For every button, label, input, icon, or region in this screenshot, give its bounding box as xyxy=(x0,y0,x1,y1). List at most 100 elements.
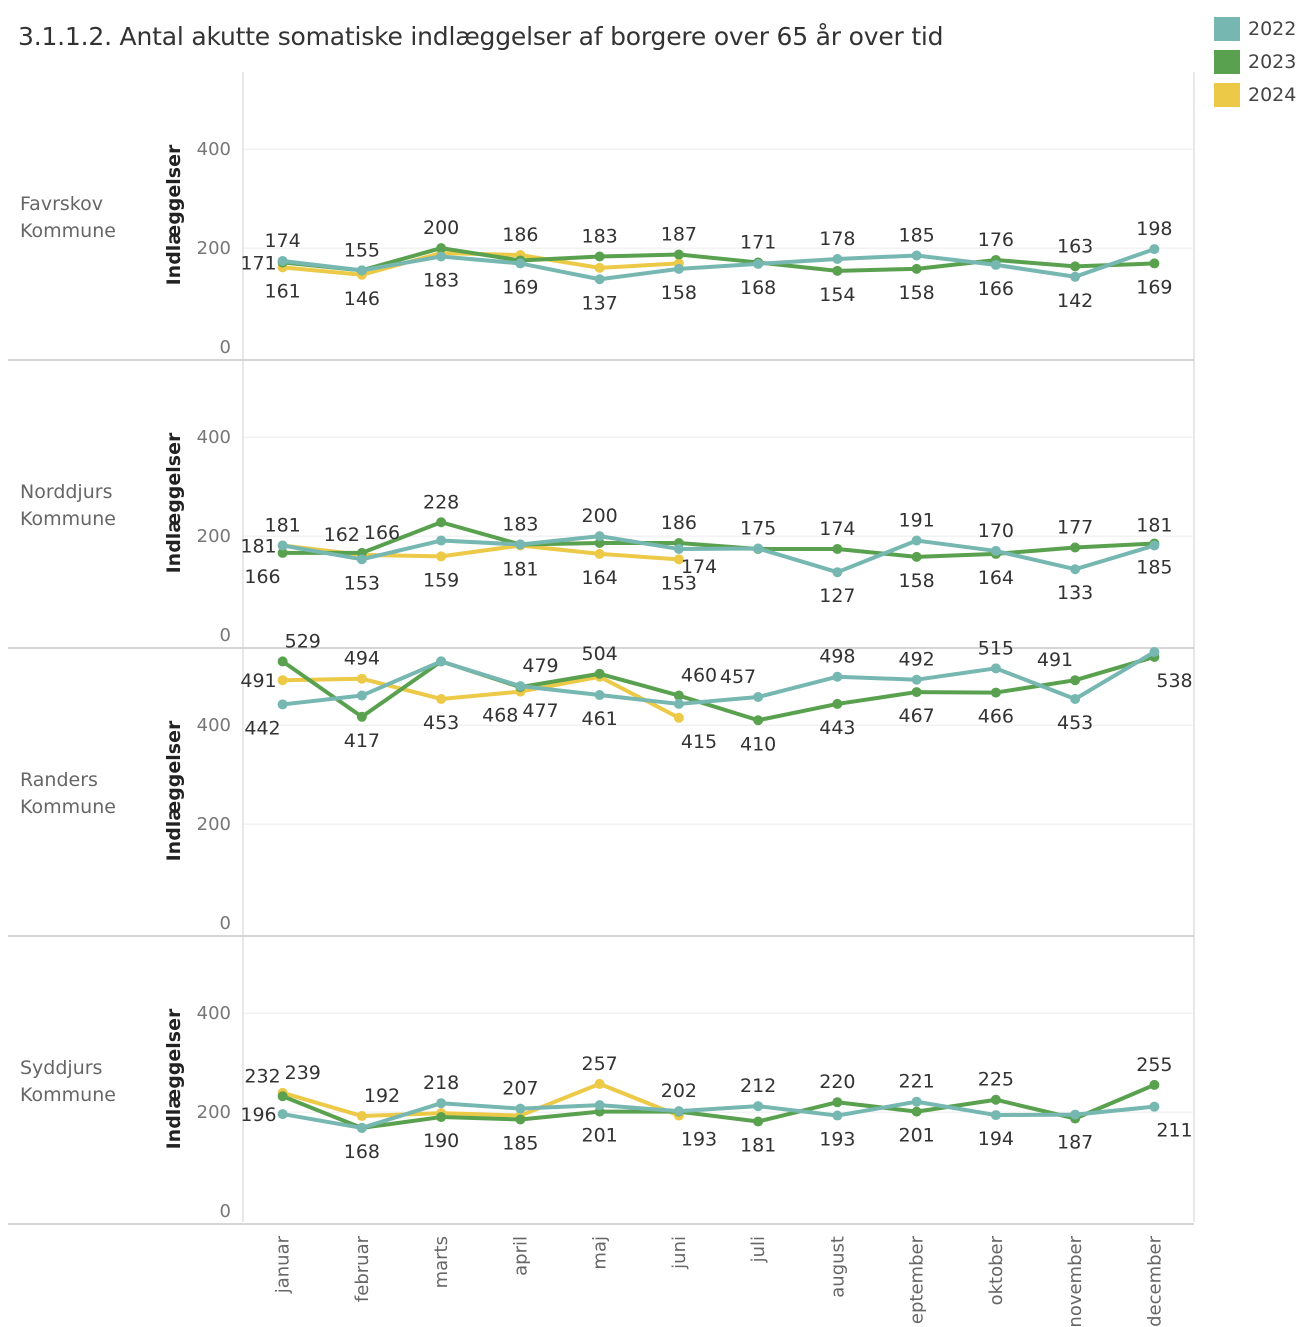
data-point-2022 xyxy=(911,535,922,546)
data-label: 466 xyxy=(978,706,1014,728)
data-point-2023 xyxy=(753,715,764,726)
data-point-2022 xyxy=(436,535,447,546)
data-point-2024 xyxy=(594,548,605,559)
legend-item-2024[interactable]: 2024 xyxy=(1214,78,1296,111)
data-label: 504 xyxy=(581,643,617,665)
data-label: 187 xyxy=(661,224,697,246)
data-point-2022 xyxy=(277,255,288,266)
data-label: 171 xyxy=(740,231,776,253)
data-label: 494 xyxy=(344,648,380,670)
data-point-2024 xyxy=(594,262,605,273)
data-point-2024 xyxy=(356,673,367,684)
series-line-2024 xyxy=(282,674,680,720)
data-point-2022 xyxy=(436,1098,447,1109)
data-point-2023 xyxy=(911,1106,922,1117)
data-point-2023 xyxy=(1149,258,1160,269)
data-point-2023 xyxy=(673,249,684,260)
data-label: 163 xyxy=(1057,235,1093,257)
data-label: 194 xyxy=(978,1128,1014,1150)
series-line-2023 xyxy=(282,520,1155,559)
data-label: 257 xyxy=(581,1053,617,1075)
panel-label: Favrskov xyxy=(20,193,103,215)
data-label: 174 xyxy=(264,230,300,252)
series-line-2022 xyxy=(282,1099,1155,1130)
data-label: 166 xyxy=(244,566,280,588)
data-point-2022 xyxy=(832,671,843,682)
data-point-2022 xyxy=(753,543,764,554)
y-axis-title: Indlæggelser xyxy=(163,1008,185,1149)
data-label: 515 xyxy=(978,637,1014,659)
data-point-2022 xyxy=(673,543,684,554)
x-tick-label: januar xyxy=(273,1235,294,1294)
data-label: 170 xyxy=(978,520,1014,542)
data-label: 453 xyxy=(423,712,459,734)
data-point-2022 xyxy=(832,567,843,578)
legend-item-2022[interactable]: 2022 xyxy=(1214,12,1296,45)
data-label: 221 xyxy=(898,1071,934,1093)
data-label: 410 xyxy=(740,733,776,755)
data-label: 158 xyxy=(661,282,697,304)
x-tick-label: maj xyxy=(590,1236,611,1270)
data-point-2023 xyxy=(515,1114,526,1125)
data-point-2024 xyxy=(436,551,447,562)
data-label: 198 xyxy=(1136,218,1172,240)
data-point-2022 xyxy=(356,1122,367,1133)
data-label: 142 xyxy=(1057,290,1093,312)
data-label: 175 xyxy=(740,517,776,539)
data-label: 207 xyxy=(502,1078,538,1100)
data-label: 442 xyxy=(244,717,280,739)
data-point-2022 xyxy=(990,545,1001,556)
data-label: 187 xyxy=(1057,1132,1093,1154)
data-point-2023 xyxy=(436,517,447,528)
x-tick-label: eptember xyxy=(907,1235,928,1324)
legend-label-2022: 2022 xyxy=(1248,17,1296,40)
data-label: 443 xyxy=(819,717,855,739)
data-point-2022 xyxy=(673,263,684,274)
data-label: 538 xyxy=(1156,670,1192,692)
data-point-2022 xyxy=(1070,564,1081,575)
data-label: 225 xyxy=(978,1069,1014,1091)
data-label: 239 xyxy=(285,1062,321,1084)
data-point-2022 xyxy=(356,265,367,276)
series-line-2022 xyxy=(282,534,1155,575)
data-point-2022 xyxy=(990,663,1001,674)
legend-item-2023[interactable]: 2023 xyxy=(1214,45,1296,78)
data-label: 220 xyxy=(819,1071,855,1093)
legend-swatch-2022 xyxy=(1214,16,1240,41)
data-point-2022 xyxy=(277,1109,288,1120)
data-label: 169 xyxy=(1136,276,1172,298)
data-point-2023 xyxy=(832,1097,843,1108)
data-label: 174 xyxy=(681,556,717,578)
data-label: 164 xyxy=(581,567,617,589)
data-point-2023 xyxy=(277,547,288,558)
y-tick-label: 400 xyxy=(197,1003,231,1024)
data-label: 196 xyxy=(240,1104,276,1126)
series-line-2023 xyxy=(282,246,1155,273)
data-label: 201 xyxy=(898,1125,934,1147)
y-tick-label: 400 xyxy=(197,715,231,736)
data-label: 166 xyxy=(364,522,400,544)
y-tick-label: 0 xyxy=(220,913,231,934)
data-label: 190 xyxy=(423,1130,459,1152)
panel-label: Kommune xyxy=(20,508,116,530)
data-label: 161 xyxy=(264,280,300,302)
x-tick-label: februar xyxy=(352,1235,373,1302)
data-label: 453 xyxy=(1057,712,1093,734)
data-label: 202 xyxy=(661,1080,697,1102)
legend-swatch-2023 xyxy=(1214,49,1240,74)
data-point-2022 xyxy=(673,698,684,709)
data-point-2023 xyxy=(1070,675,1081,686)
data-point-2022 xyxy=(673,1106,684,1117)
data-point-2022 xyxy=(277,540,288,551)
data-point-2022 xyxy=(515,1103,526,1114)
y-tick-label: 400 xyxy=(197,427,231,448)
x-tick-label: oktober xyxy=(986,1235,1007,1305)
data-label: 174 xyxy=(819,518,855,540)
data-point-2022 xyxy=(753,258,764,269)
series-line-2022 xyxy=(282,247,1156,282)
data-label: 491 xyxy=(240,670,276,692)
data-label: 192 xyxy=(364,1085,400,1107)
data-label: 169 xyxy=(502,276,538,298)
y-tick-label: 200 xyxy=(197,238,231,259)
